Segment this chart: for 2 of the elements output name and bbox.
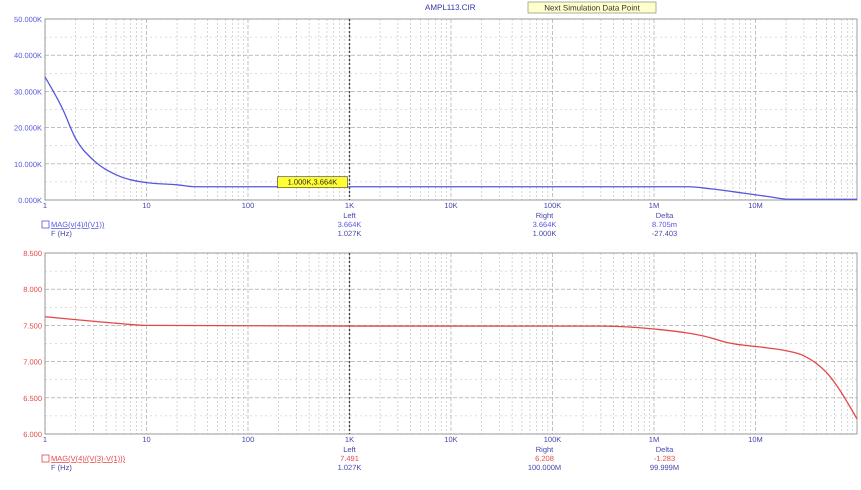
chart-subtitle: Next Simulation Data Point: [544, 4, 641, 12]
chart-title: AMPL113.CIR: [425, 3, 476, 12]
